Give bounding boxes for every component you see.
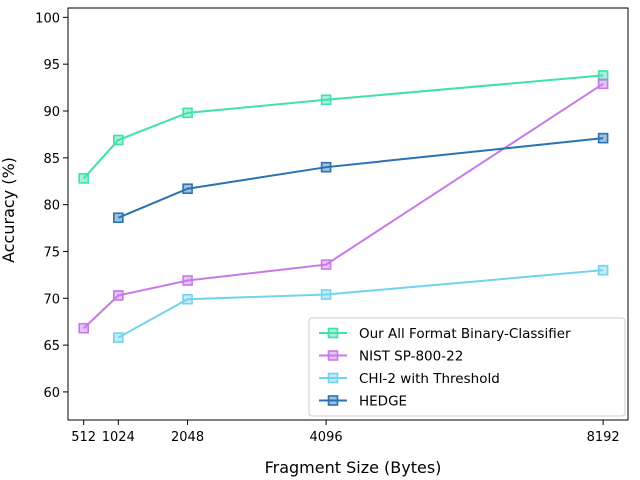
y-tick-label: 90 [43, 105, 60, 120]
data-point [113, 290, 124, 301]
legend-marker [327, 395, 339, 406]
data-point [78, 322, 89, 334]
y-tick-label: 65 [43, 339, 60, 354]
y-tick-label: 85 [43, 152, 60, 167]
x-tick-label: 512 [71, 430, 96, 445]
legend-label: NIST SP-800-22 [359, 349, 463, 365]
y-tick-label: 80 [43, 199, 60, 214]
data-point [597, 132, 609, 144]
data-point [182, 293, 193, 305]
y-tick-label: 70 [43, 292, 60, 307]
x-tick-label: 1024 [102, 430, 135, 445]
legend-marker [327, 350, 339, 361]
data-point [78, 173, 89, 184]
data-point [113, 212, 124, 224]
y-tick-label: 75 [43, 245, 60, 260]
y-axis-title: Accuracy (%) [0, 157, 18, 263]
y-tick-label: 60 [43, 386, 60, 401]
y-tick-label: 95 [43, 58, 60, 73]
legend-marker [327, 372, 339, 384]
legend-label: HEDGE [359, 394, 407, 410]
series-line [82, 74, 604, 180]
data-point [320, 161, 332, 173]
y-tick-label: 100 [35, 11, 60, 26]
legend-box [308, 317, 626, 417]
data-point [113, 332, 124, 343]
data-point [320, 94, 332, 106]
data-point [182, 107, 193, 119]
data-point [182, 183, 193, 195]
legend-label: Our All Format Binary-Classifier [359, 326, 571, 342]
axes-layer: 60 65 70 75 80 85 90 95 100 512 1024 2048 4096 8192 [35, 7, 629, 445]
x-tick-label: 8192 [587, 430, 620, 445]
data-point [320, 289, 332, 300]
plot-frame [67, 7, 629, 421]
x-tick-label: 4096 [310, 430, 343, 445]
x-tick-label: 2048 [171, 430, 204, 445]
legend: Our All Format Binary-Classifier NIST SP-… [308, 317, 626, 417]
data-point [182, 275, 193, 286]
legend-label: CHI-2 with Threshold [359, 371, 500, 387]
series-line [117, 269, 604, 339]
data-point [597, 264, 609, 276]
x-axis-title: Fragment Size (Bytes) [265, 458, 442, 477]
legend-marker [327, 327, 339, 339]
series-line [117, 137, 604, 219]
data-point [113, 134, 124, 146]
data-point [320, 259, 332, 270]
data-point [597, 78, 609, 90]
marks-layer [78, 70, 609, 343]
series-line [83, 83, 604, 329]
